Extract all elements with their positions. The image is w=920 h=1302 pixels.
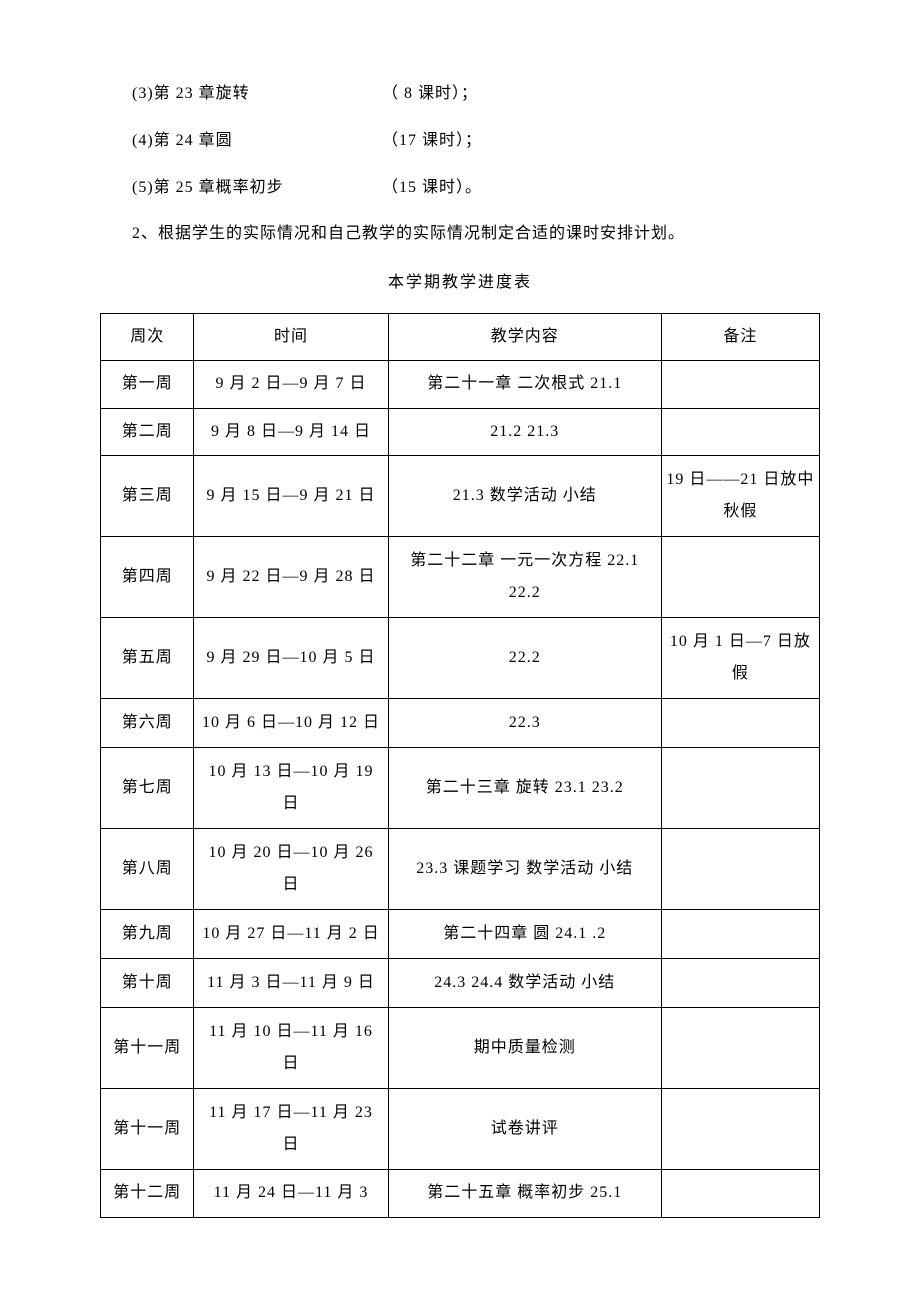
table-header-row: 周次 时间 教学内容 备注	[101, 313, 820, 360]
table-row: 第一周 9 月 2 日—9 月 7 日 第二十一章 二次根式 21.1	[101, 361, 820, 408]
cell-time: 10 月 27 日—11 月 2 日	[194, 910, 388, 959]
cell-week: 第八周	[101, 829, 194, 910]
table-row: 第五周 9 月 29 日—10 月 5 日 22.2 10 月 1 日—7 日放…	[101, 618, 820, 699]
header-time: 时间	[194, 313, 388, 360]
header-note: 备注	[661, 313, 819, 360]
header-week: 周次	[101, 313, 194, 360]
cell-time: 10 月 13 日—10 月 19 日	[194, 748, 388, 829]
chapter-hours: （17 课时）；	[382, 127, 820, 156]
chapter-list: (3)第 23 章旋转 （ 8 课时）； (4)第 24 章圆 （17 课时）；…	[100, 80, 820, 202]
table-row: 第九周 10 月 27 日—11 月 2 日 第二十四章 圆 24.1 .2	[101, 910, 820, 959]
chapter-label: (4)第 24 章圆	[132, 127, 382, 156]
cell-note	[661, 408, 819, 455]
table-title: 本学期教学进度表	[100, 269, 820, 298]
cell-week: 第九周	[101, 910, 194, 959]
cell-content: 21.3 数学活动 小结	[388, 456, 661, 537]
cell-time: 9 月 22 日—9 月 28 日	[194, 537, 388, 618]
cell-note	[661, 699, 819, 748]
cell-week: 第七周	[101, 748, 194, 829]
table-body: 第一周 9 月 2 日—9 月 7 日 第二十一章 二次根式 21.1 第二周 …	[101, 361, 820, 1217]
cell-time: 10 月 20 日—10 月 26 日	[194, 829, 388, 910]
cell-note	[661, 910, 819, 959]
cell-week: 第二周	[101, 408, 194, 455]
table-row: 第十二周 11 月 24 日—11 月 3 第二十五章 概率初步 25.1	[101, 1170, 820, 1217]
cell-note	[661, 361, 819, 408]
cell-time: 10 月 6 日—10 月 12 日	[194, 699, 388, 748]
cell-content: 22.3	[388, 699, 661, 748]
cell-note	[661, 1089, 819, 1170]
schedule-table: 周次 时间 教学内容 备注 第一周 9 月 2 日—9 月 7 日 第二十一章 …	[100, 313, 820, 1218]
cell-week: 第十一周	[101, 1008, 194, 1089]
header-content: 教学内容	[388, 313, 661, 360]
cell-week: 第十二周	[101, 1170, 194, 1217]
plan-note: 2、根据学生的实际情况和自己教学的实际情况制定合适的课时安排计划。	[100, 220, 820, 249]
cell-content: 第二十一章 二次根式 21.1	[388, 361, 661, 408]
cell-note	[661, 1170, 819, 1217]
cell-content: 24.3 24.4 数学活动 小结	[388, 959, 661, 1008]
cell-note	[661, 1008, 819, 1089]
cell-time: 11 月 24 日—11 月 3	[194, 1170, 388, 1217]
table-row: 第三周 9 月 15 日—9 月 21 日 21.3 数学活动 小结 19 日—…	[101, 456, 820, 537]
cell-content: 第二十五章 概率初步 25.1	[388, 1170, 661, 1217]
cell-time: 9 月 2 日—9 月 7 日	[194, 361, 388, 408]
cell-content: 第二十三章 旋转 23.1 23.2	[388, 748, 661, 829]
cell-week: 第三周	[101, 456, 194, 537]
chapter-item-3: (3)第 23 章旋转 （ 8 课时）；	[100, 80, 820, 109]
table-row: 第八周 10 月 20 日—10 月 26 日 23.3 课题学习 数学活动 小…	[101, 829, 820, 910]
cell-content: 第二十二章 一元一次方程 22.1 22.2	[388, 537, 661, 618]
table-row: 第十周 11 月 3 日—11 月 9 日 24.3 24.4 数学活动 小结	[101, 959, 820, 1008]
cell-content: 期中质量检测	[388, 1008, 661, 1089]
chapter-hours: （15 课时）。	[382, 174, 820, 203]
cell-time: 11 月 17 日—11 月 23 日	[194, 1089, 388, 1170]
cell-time: 11 月 3 日—11 月 9 日	[194, 959, 388, 1008]
cell-content: 23.3 课题学习 数学活动 小结	[388, 829, 661, 910]
cell-note: 19 日——21 日放中秋假	[661, 456, 819, 537]
cell-time: 9 月 8 日—9 月 14 日	[194, 408, 388, 455]
cell-note	[661, 829, 819, 910]
table-row: 第四周 9 月 22 日—9 月 28 日 第二十二章 一元一次方程 22.1 …	[101, 537, 820, 618]
chapter-label: (5)第 25 章概率初步	[132, 174, 382, 203]
cell-note	[661, 959, 819, 1008]
cell-note	[661, 748, 819, 829]
cell-content: 22.2	[388, 618, 661, 699]
chapter-item-4: (4)第 24 章圆 （17 课时）；	[100, 127, 820, 156]
cell-content: 21.2 21.3	[388, 408, 661, 455]
chapter-item-5: (5)第 25 章概率初步 （15 课时）。	[100, 174, 820, 203]
cell-week: 第十一周	[101, 1089, 194, 1170]
table-row: 第十一周 11 月 10 日—11 月 16 日 期中质量检测	[101, 1008, 820, 1089]
table-row: 第六周 10 月 6 日—10 月 12 日 22.3	[101, 699, 820, 748]
cell-week: 第一周	[101, 361, 194, 408]
cell-content: 第二十四章 圆 24.1 .2	[388, 910, 661, 959]
cell-week: 第十周	[101, 959, 194, 1008]
cell-content: 试卷讲评	[388, 1089, 661, 1170]
chapter-hours: （ 8 课时）；	[382, 80, 820, 109]
chapter-label: (3)第 23 章旋转	[132, 80, 382, 109]
cell-week: 第六周	[101, 699, 194, 748]
cell-note	[661, 537, 819, 618]
cell-week: 第四周	[101, 537, 194, 618]
cell-note: 10 月 1 日—7 日放假	[661, 618, 819, 699]
cell-time: 9 月 15 日—9 月 21 日	[194, 456, 388, 537]
table-row: 第二周 9 月 8 日—9 月 14 日 21.2 21.3	[101, 408, 820, 455]
cell-time: 9 月 29 日—10 月 5 日	[194, 618, 388, 699]
table-row: 第七周 10 月 13 日—10 月 19 日 第二十三章 旋转 23.1 23…	[101, 748, 820, 829]
cell-week: 第五周	[101, 618, 194, 699]
cell-time: 11 月 10 日—11 月 16 日	[194, 1008, 388, 1089]
table-row: 第十一周 11 月 17 日—11 月 23 日 试卷讲评	[101, 1089, 820, 1170]
